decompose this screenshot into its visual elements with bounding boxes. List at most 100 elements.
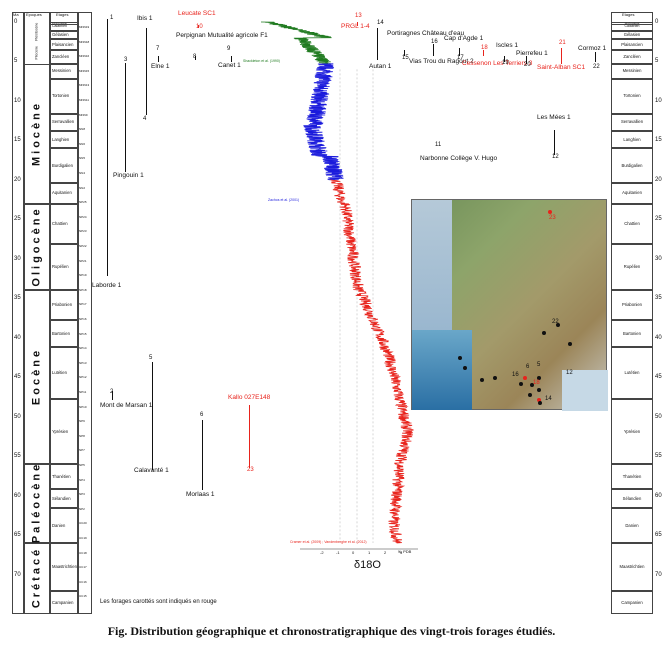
well-location-dot xyxy=(542,331,546,335)
well-name-label: Elne 1 xyxy=(151,63,170,70)
biozone-label: NP8 xyxy=(79,433,85,438)
biozone-label: NN6 xyxy=(79,141,86,146)
mediterranean-sea-shape xyxy=(562,370,608,411)
map-well-number: 5 xyxy=(537,362,541,368)
stage-label: Serravallien xyxy=(52,119,75,125)
biozone-label: NN5 xyxy=(79,156,86,161)
well-location-dot xyxy=(537,398,541,402)
ma-tick-label: 10 xyxy=(14,97,21,104)
biozone-label: MNN11 xyxy=(79,97,89,102)
right-stage-label: Yprésien xyxy=(623,428,641,434)
biozone-label: UC15 xyxy=(79,594,87,599)
well-name-label: Saint-Alban SC1 xyxy=(537,64,586,71)
biozone-label: NP18 xyxy=(79,287,87,292)
right-ma-tick-label: 30 xyxy=(655,255,662,262)
well-number: 20 xyxy=(524,62,531,68)
right-ma-tick-label: 10 xyxy=(655,97,662,104)
well-location-dot xyxy=(463,366,467,370)
right-stage-cell xyxy=(611,63,653,79)
right-ma-tick-label: 5 xyxy=(655,58,659,65)
ma-tick-label: 0 xyxy=(14,19,18,25)
well-name-label: Cap d'Agde 1 xyxy=(444,35,484,42)
isotope-tick-label: -2 xyxy=(320,550,324,555)
biozone-label: NP10 xyxy=(79,404,87,409)
stage-cell xyxy=(50,489,78,509)
isotope-curve-segment xyxy=(330,179,414,544)
well-range-bar xyxy=(553,130,555,155)
well-location-dot xyxy=(480,378,484,382)
well-range-bar xyxy=(594,52,596,62)
stage-cell xyxy=(50,78,78,114)
biozone-label: NP25 xyxy=(79,200,87,205)
right-stage-label: Lutétien xyxy=(624,370,640,376)
stage-label: Lutétien xyxy=(52,370,67,376)
stage-label: Maastrichtien xyxy=(52,564,77,570)
well-range-bar xyxy=(145,28,147,115)
cored-wells-note: Les forages carottés sont indiqués en ro… xyxy=(100,599,217,605)
well-number: 22 xyxy=(593,64,600,70)
biozone-label: NP13 xyxy=(79,360,87,365)
well-name-label: Iscles 1 xyxy=(496,42,519,49)
isotope-curve-segment xyxy=(260,21,332,65)
biozone-label: UC17 xyxy=(79,565,87,570)
well-number: 2 xyxy=(110,389,114,395)
right-stage-label: Plaisancien xyxy=(621,41,643,47)
ma-tick-label: 15 xyxy=(14,137,21,144)
map-well-number: 22 xyxy=(552,319,559,325)
well-name-label: Morlaas 1 xyxy=(186,491,215,498)
isotope-tick-label: 2 xyxy=(384,550,387,555)
biozone-label: MNN9 xyxy=(79,112,88,117)
well-name-label: Canet 1 xyxy=(218,62,241,69)
right-ma-tick-label: 0 xyxy=(655,19,659,25)
biozone-label: NP12 xyxy=(79,375,87,380)
well-name-label: Narbonne Collège V. Hugo xyxy=(420,155,498,162)
stage-header: Etages xyxy=(56,12,69,17)
well-name-label: Vias Trou du Ragout 2 xyxy=(409,58,474,65)
right-ma-tick-label: 20 xyxy=(655,176,662,183)
map-well-number: 23 xyxy=(549,215,556,221)
right-stage-label: Rupélien xyxy=(623,263,641,269)
well-location-dot xyxy=(519,382,523,386)
reference-zachos: Zachos et al. (2001) xyxy=(268,198,300,202)
well-number: 3 xyxy=(124,57,128,63)
stage-label: Messinien xyxy=(52,68,71,74)
stage-label: Plaisancien xyxy=(52,41,74,47)
well-name-label: Laborde 1 xyxy=(92,282,122,289)
stage-label: Bartonien xyxy=(52,330,70,336)
well-number: 10 xyxy=(196,24,203,30)
well-range-bar xyxy=(106,19,108,276)
well-location-dot xyxy=(538,401,542,405)
stage-label: Rupélien xyxy=(52,263,69,269)
well-name-label: Kallo 027E148 xyxy=(228,394,271,401)
biozone-label: NP11 xyxy=(79,390,87,394)
ma-tick-label: 70 xyxy=(14,571,21,578)
stage-label: Thanétien xyxy=(52,473,71,479)
well-name-label: Mont de Marsan 1 xyxy=(100,402,153,409)
well-name-label: Pierrefeu 1 xyxy=(516,50,548,57)
biozone-label: NP21 xyxy=(79,258,87,263)
epoch-cell xyxy=(24,63,50,204)
ma-tick-label: 20 xyxy=(14,176,21,183)
well-name-label: PRGL 1-4 xyxy=(341,23,370,30)
well-number: 19 xyxy=(502,60,509,66)
right-ma-tick-label: 35 xyxy=(655,295,662,302)
biozone-label: NP7 xyxy=(79,448,85,453)
biozone-label: MNN19 xyxy=(79,24,90,29)
well-location-dot xyxy=(523,376,527,380)
right-ma-tick-label: 65 xyxy=(655,532,662,539)
biozone-label: NP4 xyxy=(79,477,85,482)
right-stage-label: Chattien xyxy=(624,220,640,226)
stage-label: Langhien xyxy=(52,136,70,142)
right-stage-label: Calabrien xyxy=(624,24,640,29)
well-number: 6 xyxy=(200,412,204,418)
stage-label: Holocène xyxy=(52,22,67,27)
biozone-label: MNN18 xyxy=(79,39,90,44)
well-range-bar xyxy=(376,28,378,60)
right-stage-cell xyxy=(611,489,653,509)
ma-tick-label: 5 xyxy=(14,58,18,65)
biozone-label: NN4 xyxy=(79,170,86,175)
right-stage-label: Maastrichtien xyxy=(619,564,645,570)
right-stage-cell xyxy=(611,23,653,31)
stage-label: Yprésien xyxy=(52,428,69,434)
biozone-column xyxy=(78,12,92,614)
